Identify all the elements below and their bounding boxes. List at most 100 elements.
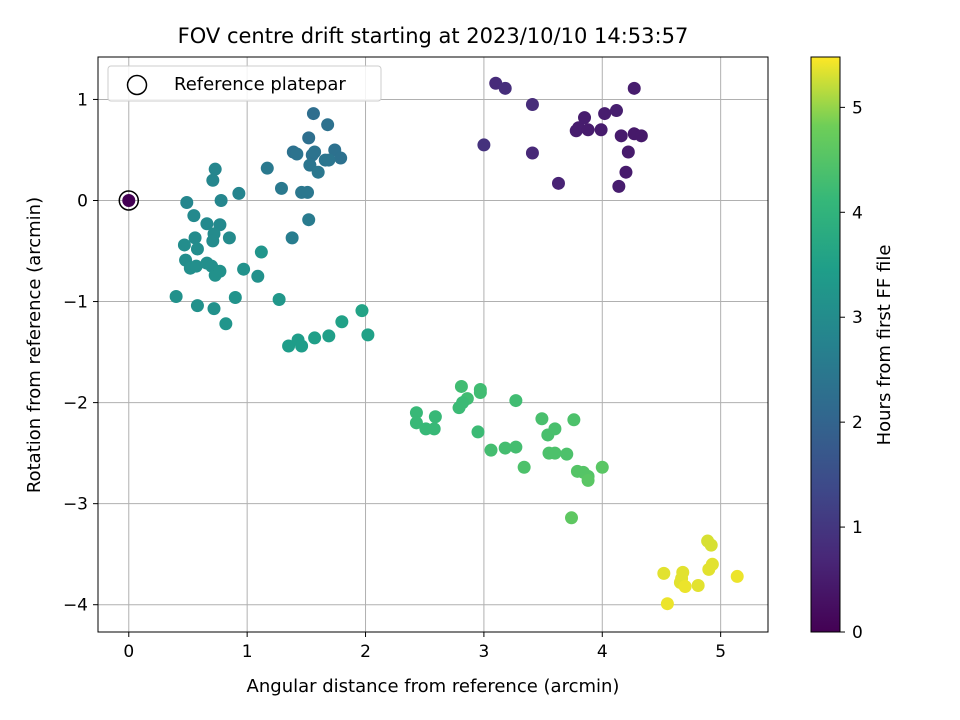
x-tick-label: 2	[360, 642, 371, 662]
data-point	[290, 147, 304, 161]
data-point	[548, 446, 562, 460]
data-point	[222, 231, 236, 245]
data-point	[295, 339, 309, 353]
data-point	[595, 460, 609, 474]
data-point	[498, 441, 512, 455]
data-point	[594, 123, 608, 137]
data-point	[302, 131, 316, 145]
colorbar-tick-label: 3	[852, 308, 863, 328]
x-tick-label: 3	[478, 642, 489, 662]
legend-marker-icon	[126, 74, 148, 96]
data-point	[251, 269, 265, 283]
data-point	[190, 242, 204, 256]
data-point	[213, 264, 227, 278]
plot-frame	[97, 56, 769, 633]
colorbar-tick-label: 1	[852, 518, 863, 538]
x-tick-label: 0	[123, 642, 134, 662]
data-point	[237, 262, 251, 276]
data-point	[322, 329, 336, 343]
legend-box	[107, 65, 382, 102]
y-tick-label: −3	[63, 495, 88, 515]
data-point	[282, 339, 296, 353]
data-point	[285, 231, 299, 245]
data-point	[619, 165, 633, 179]
colorbar-gradient	[810, 56, 841, 633]
colorbar-tick-label: 4	[852, 203, 863, 223]
data-point	[254, 245, 268, 259]
data-point	[581, 123, 595, 137]
data-point	[301, 185, 315, 199]
data-point	[272, 293, 286, 307]
data-point	[676, 565, 690, 579]
data-point	[634, 129, 648, 143]
chart-title: FOV centre drift starting at 2023/10/10 …	[178, 24, 689, 48]
y-axis-label: Rotation from reference (arcmin)	[24, 197, 45, 493]
data-point	[189, 259, 203, 273]
colorbar-tick-label: 5	[852, 98, 863, 118]
data-point	[612, 179, 626, 193]
y-tick-label: −1	[63, 293, 88, 313]
data-point	[484, 443, 498, 457]
x-tick-label: 4	[597, 642, 608, 662]
data-point	[274, 181, 288, 195]
data-point	[260, 161, 274, 175]
data-point	[190, 299, 204, 313]
data-point	[477, 138, 491, 152]
data-point	[678, 580, 692, 594]
y-axis-ticks: 1 0 −1 −2 −3 −4	[63, 90, 98, 616]
colorbar-label: Hours from first FF file	[874, 245, 895, 446]
data-point	[428, 410, 442, 424]
data-point	[208, 162, 222, 176]
data-point	[567, 413, 581, 427]
data-point	[581, 473, 595, 487]
data-point	[180, 196, 194, 210]
x-tick-label: 1	[242, 642, 253, 662]
data-point	[454, 379, 468, 393]
data-point	[560, 447, 574, 461]
data-point	[509, 394, 523, 408]
data-point	[598, 107, 612, 121]
data-point	[517, 460, 531, 474]
data-point	[427, 422, 441, 436]
data-point	[228, 291, 242, 305]
legend: Reference platepar	[107, 65, 382, 102]
data-point	[564, 511, 578, 525]
data-point	[302, 213, 316, 227]
data-point	[188, 231, 202, 245]
data-point	[551, 176, 565, 190]
data-point	[525, 146, 539, 160]
data-point	[306, 107, 320, 121]
data-point	[730, 569, 744, 583]
data-point	[355, 304, 369, 318]
data-point	[704, 538, 718, 552]
data-point	[219, 317, 233, 331]
colorbar-tick-label: 0	[852, 623, 863, 643]
data-point	[334, 151, 348, 165]
data-point	[200, 217, 214, 231]
data-point	[578, 111, 592, 125]
data-point	[335, 315, 349, 329]
y-tick-label: 0	[77, 191, 88, 211]
data-points	[118, 76, 744, 611]
colorbar: 0 1 2 3 4 5 Hours from first FF file	[810, 56, 895, 643]
data-point	[621, 145, 635, 159]
data-point	[321, 118, 335, 132]
data-point	[498, 81, 512, 95]
x-axis-ticks: 0 1 2 3 4 5	[123, 632, 726, 662]
data-point	[322, 153, 336, 167]
data-point	[473, 386, 487, 400]
legend-label: Reference platepar	[174, 74, 346, 95]
data-point	[409, 406, 423, 420]
data-point	[308, 145, 322, 159]
data-point	[214, 193, 228, 207]
data-point	[409, 416, 423, 430]
data-point	[471, 425, 485, 439]
x-tick-label: 5	[715, 642, 726, 662]
data-point	[207, 302, 221, 316]
data-point	[311, 165, 325, 179]
grid-lines	[98, 57, 768, 632]
data-point	[187, 209, 201, 223]
data-point	[627, 81, 641, 95]
data-point	[232, 186, 246, 200]
